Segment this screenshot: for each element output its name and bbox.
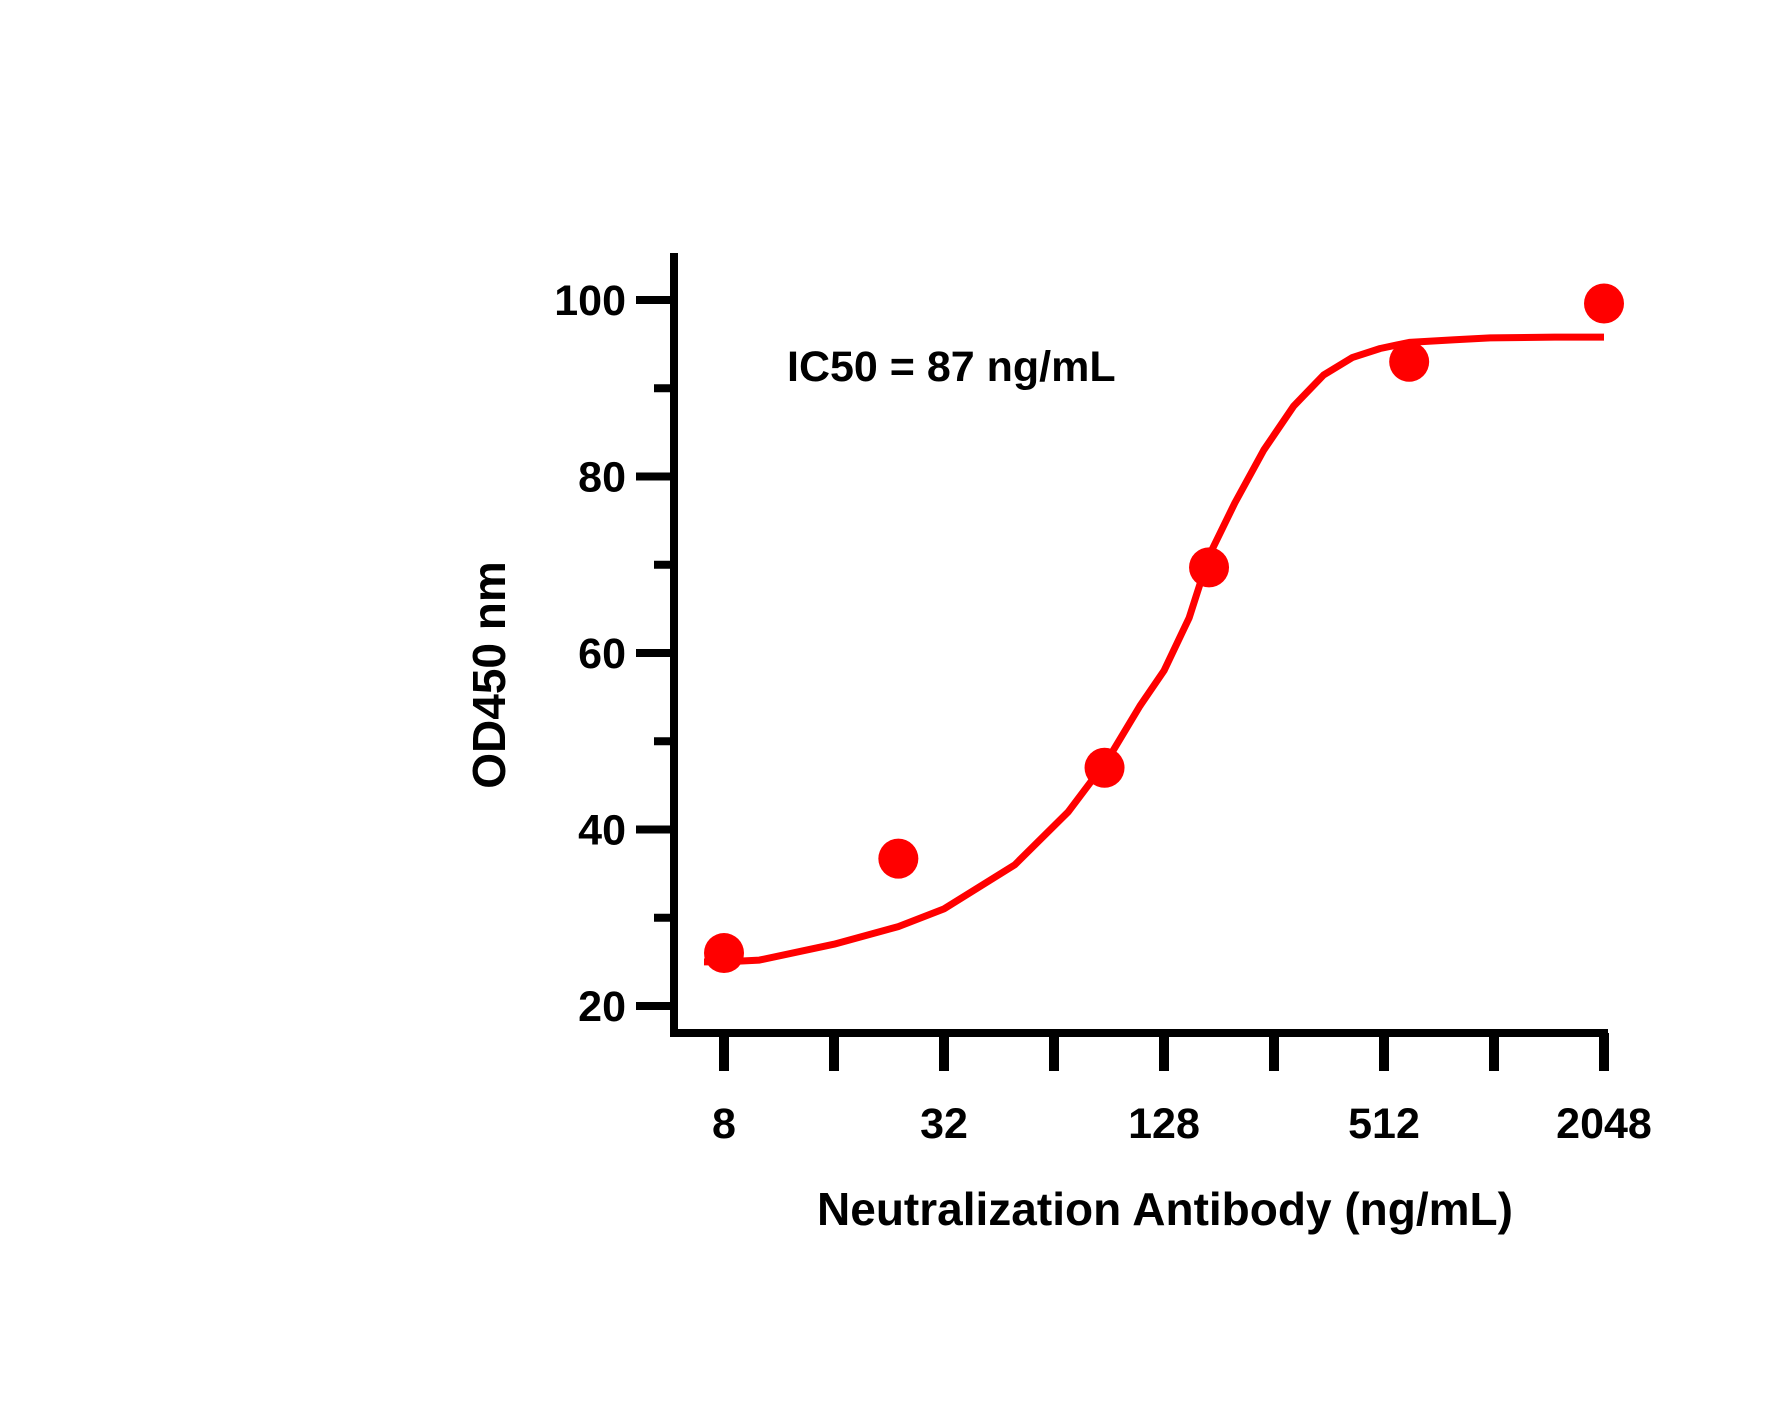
y-axis-title: OD450 nm xyxy=(463,561,515,789)
x-axis-title: Neutralization Antibody (ng/mL) xyxy=(817,1183,1513,1235)
y-tick-label: 100 xyxy=(554,277,626,325)
fit-curve xyxy=(703,333,1604,966)
x-tick-label: 512 xyxy=(1348,1100,1420,1148)
data-point xyxy=(1189,547,1230,588)
data-point xyxy=(878,838,919,879)
x-tick-label: 32 xyxy=(920,1100,968,1148)
data-point xyxy=(1084,747,1125,788)
x-tick-label: 128 xyxy=(1128,1100,1200,1148)
y-tick-label: 40 xyxy=(578,807,626,855)
y-tick-label: 60 xyxy=(578,630,626,678)
y-tick-label: 20 xyxy=(578,983,626,1031)
y-tick-label: 80 xyxy=(578,454,626,502)
x-tick-label: 8 xyxy=(712,1100,736,1148)
ic50-annotation: IC50 = 87 ng/mL xyxy=(787,343,1116,391)
data-point xyxy=(1584,283,1624,324)
x-tick-label: 2048 xyxy=(1556,1100,1652,1148)
data-point xyxy=(1389,341,1430,382)
data-point xyxy=(704,933,744,974)
axes xyxy=(670,253,1608,1037)
series xyxy=(703,283,1624,974)
ticks: 20 40 60 80 100 8 32 128 512 2048 xyxy=(554,277,1652,1148)
